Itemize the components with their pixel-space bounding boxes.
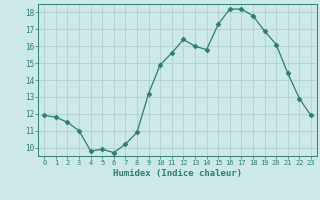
X-axis label: Humidex (Indice chaleur): Humidex (Indice chaleur) — [113, 169, 242, 178]
